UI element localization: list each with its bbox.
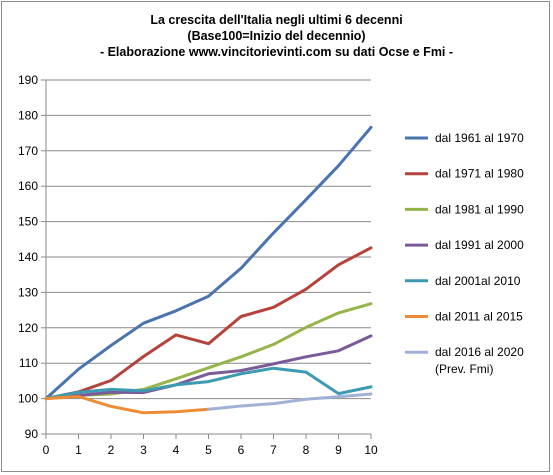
chart-title-block: La crescita dell'Italia negli ultimi 6 d… (0, 12, 553, 60)
series-line-4 (44, 334, 373, 401)
y-tick-label: 150 (18, 215, 38, 229)
axes (41, 79, 372, 439)
legend-label: dal 2016 al 2020 (435, 345, 524, 359)
y-tick-label: 120 (18, 321, 38, 335)
y-tick-label: 100 (18, 392, 38, 406)
y-tick-label: 140 (18, 250, 38, 264)
legend-label: dal 2011 al 2015 (435, 310, 523, 324)
y-tick-label: 130 (18, 285, 38, 299)
x-tick-label: 4 (173, 443, 180, 457)
x-tick-label: 10 (364, 443, 378, 457)
x-tick-label: 1 (75, 443, 82, 457)
y-tick-label: 190 (18, 73, 38, 87)
x-tick-label: 2 (108, 443, 115, 457)
y-tick-labels: 90 100 110 120 130 140 150 160 170 180 190 (18, 73, 38, 441)
series-line-5 (44, 366, 373, 401)
legend-label: dal 1971 al 1980 (435, 167, 524, 181)
series-line-1 (44, 125, 373, 401)
x-tick-label: 3 (140, 443, 147, 457)
x-tick-label: 5 (205, 443, 212, 457)
series-line-7 (207, 392, 373, 411)
x-tick-label: 9 (335, 443, 342, 457)
x-tick-labels: 0 1 2 3 4 5 6 7 8 9 10 (43, 443, 378, 457)
legend-label-note: (Prev. Fmi) (435, 362, 493, 376)
legend-label: dal 1981 al 1990 (435, 202, 524, 216)
chart-subtitle: (Base100=Inizio del decennio) (187, 29, 366, 43)
legend-label: dal 1991 al 2000 (435, 238, 524, 252)
series-line-6 (44, 395, 210, 415)
chart-title: La crescita dell'Italia negli ultimi 6 d… (150, 13, 403, 27)
chart-source: - Elaborazione www.vincitorievinti.com s… (99, 45, 454, 59)
series-line-2 (44, 246, 373, 401)
x-tick-label: 6 (238, 443, 245, 457)
x-tick-label: 7 (270, 443, 277, 457)
y-tick-label: 160 (18, 179, 38, 193)
y-tick-label: 170 (18, 144, 38, 158)
y-tick-label: 90 (25, 427, 39, 441)
legend-label: dal 1961 al 1970 (435, 131, 524, 145)
y-tick-label: 110 (19, 356, 38, 370)
x-tick-label: 8 (303, 443, 310, 457)
grid-lines (46, 79, 371, 400)
series-lines (44, 125, 373, 415)
legend: dal 1961 al 1970 dal 1971 al 1980 dal 1981… (405, 131, 524, 376)
legend-label: dal 2001al 2010 (435, 274, 521, 288)
x-tick-label: 0 (43, 443, 50, 457)
y-tick-label: 180 (18, 108, 38, 122)
